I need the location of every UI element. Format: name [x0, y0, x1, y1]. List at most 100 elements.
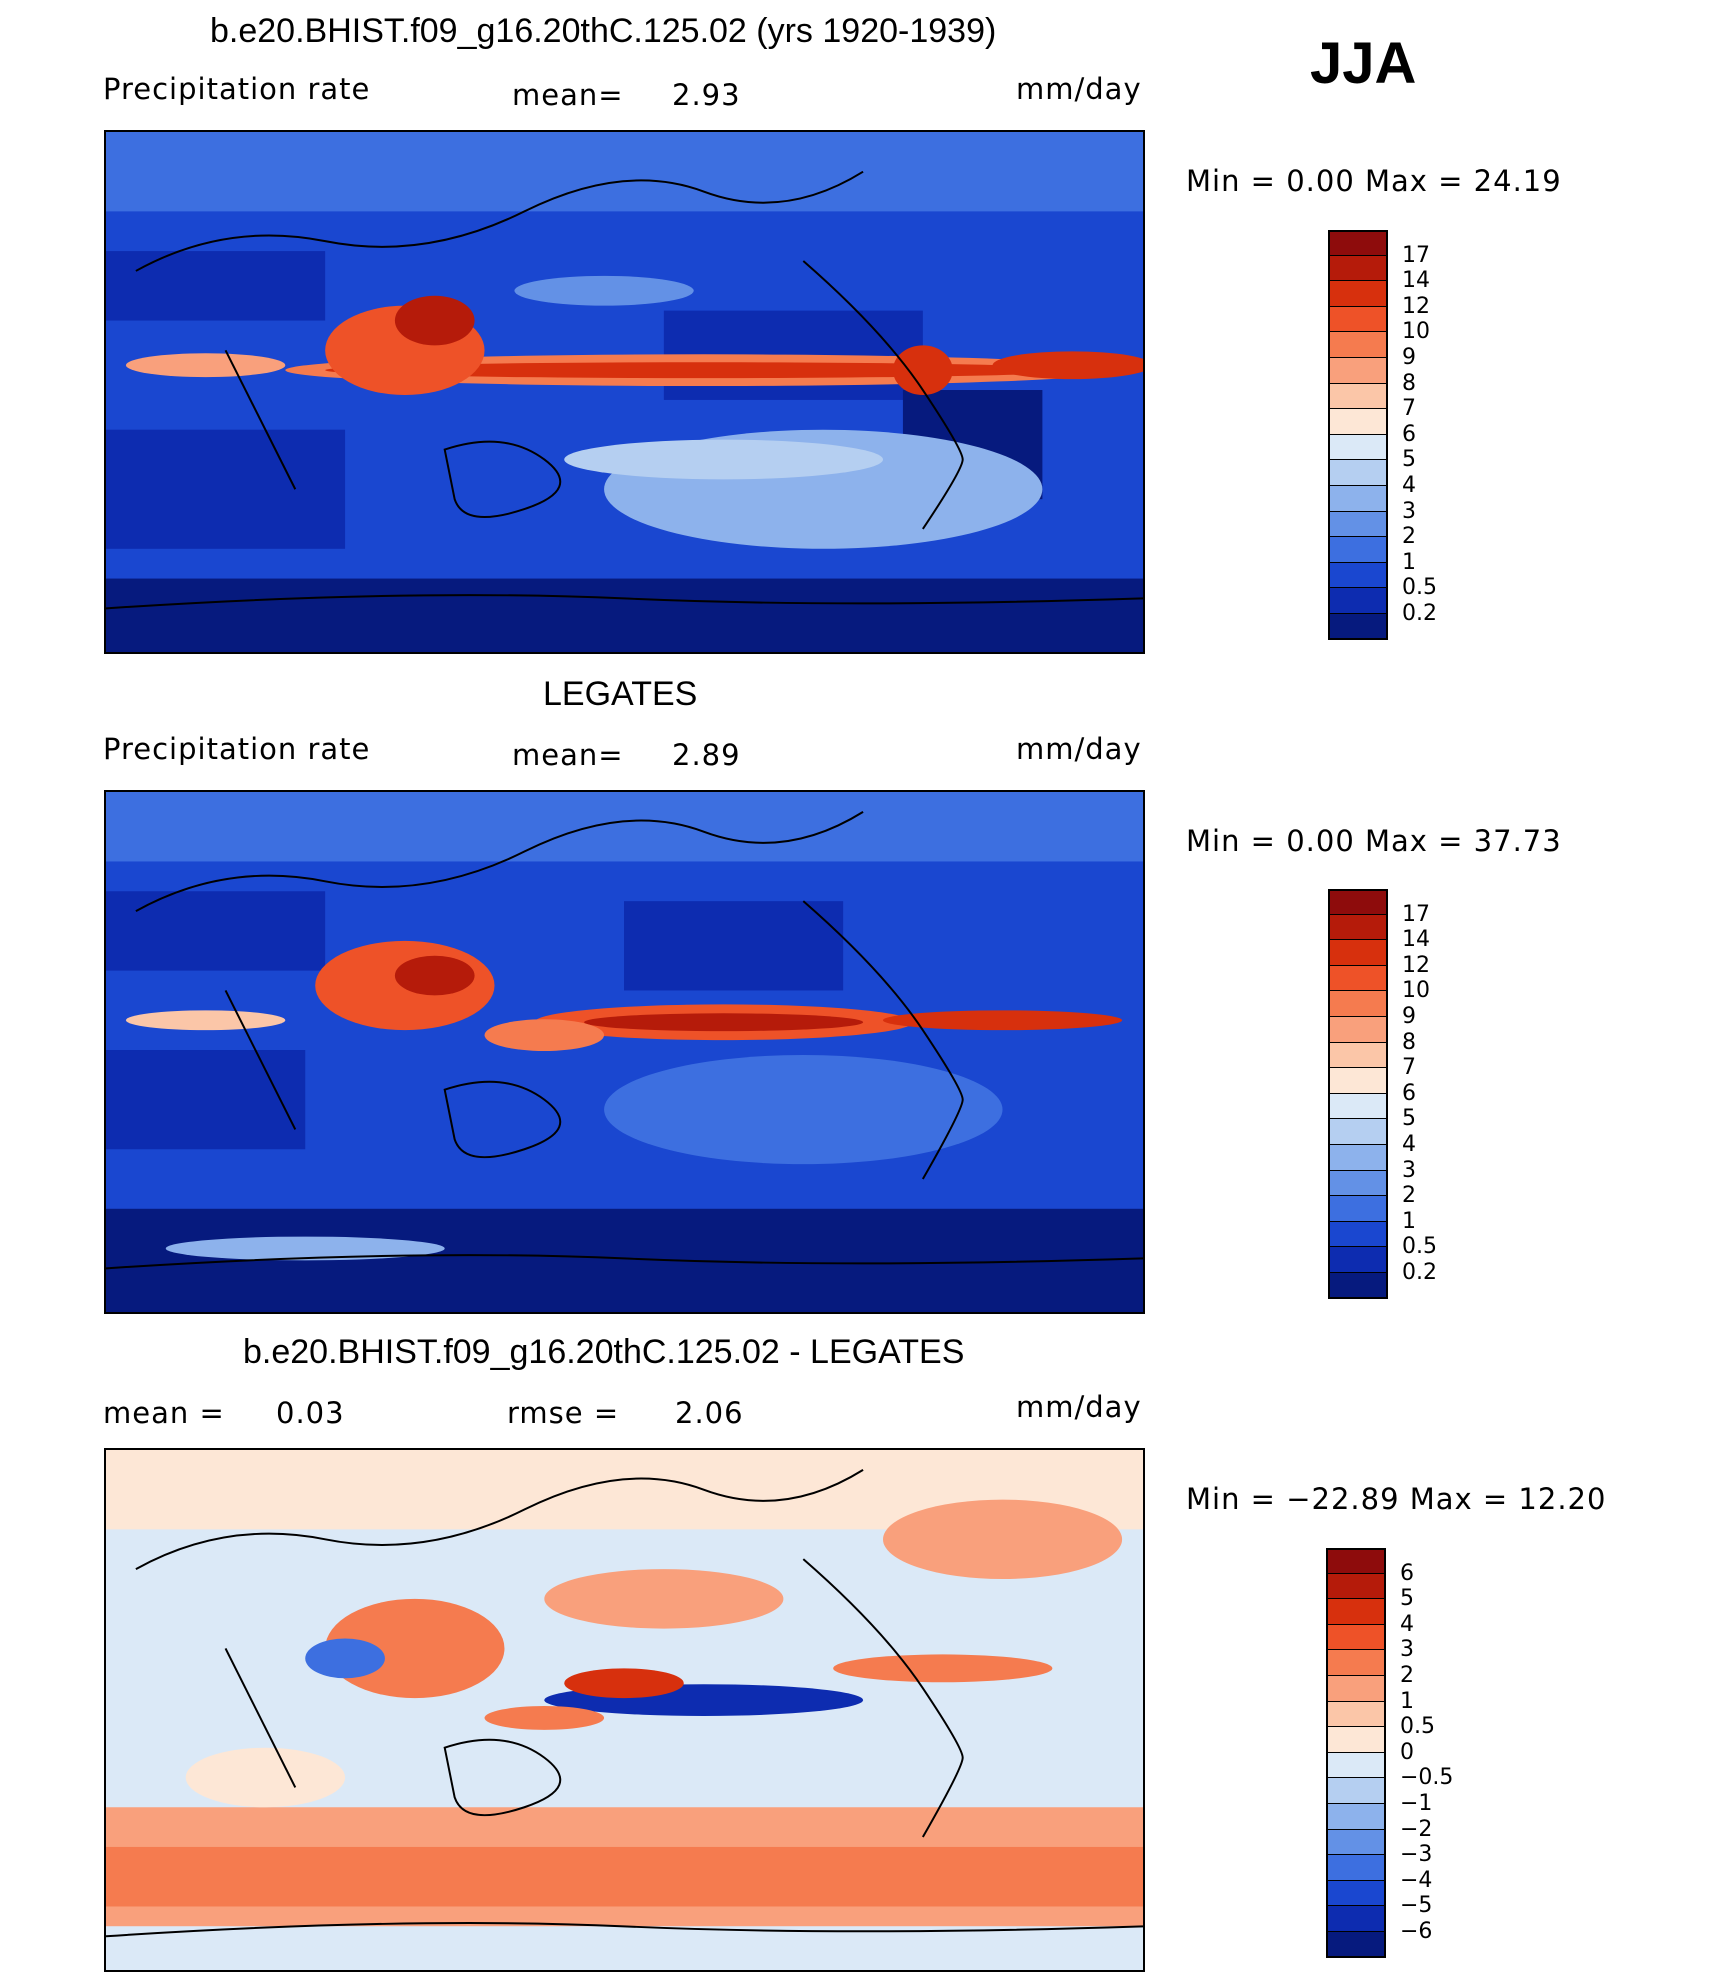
colorbar-tick-label: 12: [1402, 952, 1430, 978]
colorbar-swatch: [1328, 486, 1388, 512]
colorbar-tick-label: 0.5: [1402, 1234, 1437, 1260]
colorbar-swatch: [1326, 1932, 1386, 1958]
panel3-min-max: Min = −22.89 Max = 12.20: [1186, 1482, 1607, 1516]
colorbar-swatch: [1326, 1829, 1386, 1856]
colorbar-tick-label: 3: [1402, 1157, 1416, 1183]
colorbar-swatch: [1328, 332, 1388, 358]
panel3-rmse-value: 2.06: [675, 1396, 744, 1430]
season-label: JJA: [1310, 31, 1417, 96]
colorbar-swatch: [1328, 434, 1388, 461]
colorbar-tick-label: 0: [1400, 1739, 1414, 1765]
colorbar-tick-label: 0.2: [1402, 1260, 1437, 1285]
colorbar-tick-label: 6: [1400, 1560, 1414, 1586]
panel1-title: b.e20.BHIST.f09_g16.20thC.125.02 (yrs 19…: [210, 12, 997, 50]
colorbar-tick-label: 17: [1402, 242, 1430, 268]
colorbar-swatch: [1328, 965, 1388, 992]
colorbar-swatch: [1326, 1599, 1386, 1625]
colorbar-tick-label: 6: [1402, 1080, 1416, 1106]
colorbar-tick-label: 17: [1402, 901, 1430, 927]
colorbar-swatch: [1328, 409, 1388, 435]
colorbar-swatch: [1328, 1119, 1388, 1145]
colorbar-swatch: [1328, 460, 1388, 486]
colorbar-swatch: [1328, 511, 1388, 538]
panel3-mean-value: 0.03: [276, 1396, 345, 1430]
colorbar-swatch: [1328, 230, 1388, 256]
colorbar-swatch: [1328, 889, 1388, 915]
colorbar-tick-label: 1: [1402, 1208, 1416, 1234]
colorbar-swatch: [1328, 588, 1388, 614]
colorbar-tick-label: −1: [1400, 1791, 1433, 1816]
colorbar-swatch: [1326, 1752, 1386, 1779]
colorbar-tick-label: 10: [1402, 319, 1430, 345]
colorbar-swatch: [1326, 1727, 1386, 1753]
panel1-mean-label: mean=: [512, 78, 624, 112]
colorbar-swatch: [1328, 537, 1388, 563]
colorbar-swatch: [1328, 1042, 1388, 1069]
panel2-title: LEGATES: [543, 675, 698, 713]
colorbar-swatch: [1328, 383, 1388, 410]
colorbar-tick-label: 2: [1402, 524, 1416, 550]
colorbar-tick-label: 10: [1402, 978, 1430, 1004]
colorbar-frame: [1328, 230, 1388, 640]
colorbar-swatch: [1326, 1573, 1386, 1600]
panel3-rmse-label: rmse =: [507, 1396, 620, 1430]
colorbar-tick-label: 12: [1402, 293, 1430, 319]
panel2-units: mm/day: [1016, 732, 1142, 766]
colorbar-tick-label: −3: [1400, 1842, 1433, 1868]
colorbar-swatch: [1328, 1221, 1388, 1248]
colorbar-swatch: [1328, 614, 1388, 640]
colorbar-tick-label: 0.2: [1402, 601, 1437, 626]
colorbar-tick-label: 9: [1402, 1004, 1416, 1029]
colorbar-swatch: [1326, 1778, 1386, 1804]
colorbar-swatch: [1328, 1068, 1388, 1094]
colorbar-tick-label: 0.5: [1400, 1714, 1435, 1740]
colorbar-swatch: [1326, 1880, 1386, 1907]
colorbar-tick-label: 6: [1402, 421, 1416, 447]
colorbar-swatch: [1328, 914, 1388, 941]
panel3-mean-label: mean =: [103, 1396, 225, 1430]
colorbar-swatch: [1328, 255, 1388, 282]
colorbar-swatch: [1328, 562, 1388, 589]
panel3-title: b.e20.BHIST.f09_g16.20thC.125.02 - LEGAT…: [243, 1333, 965, 1371]
colorbar-swatch: [1328, 1247, 1388, 1273]
colorbar-tick-label: 8: [1402, 1029, 1416, 1055]
colorbar-swatch: [1326, 1804, 1386, 1830]
colorbar-tick-label: 4: [1402, 1132, 1416, 1157]
colorbar-tick-label: 14: [1402, 268, 1430, 294]
colorbar-swatch: [1326, 1906, 1386, 1932]
panel1-mean-value: 2.93: [672, 78, 741, 112]
panel1-units: mm/day: [1016, 72, 1142, 106]
colorbar-tick-label: −6: [1400, 1919, 1433, 1944]
colorbar-frame: [1328, 889, 1388, 1299]
colorbar-swatch: [1328, 1170, 1388, 1197]
colorbar-tick-label: 5: [1402, 1106, 1416, 1132]
colorbar-tick-label: 9: [1402, 345, 1416, 370]
colorbar-swatch: [1328, 1093, 1388, 1120]
colorbar-tick-label: 5: [1402, 447, 1416, 473]
panel2-mean-label: mean=: [512, 738, 624, 772]
panel2-min-max: Min = 0.00 Max = 37.73: [1186, 824, 1562, 858]
colorbar-swatch: [1326, 1855, 1386, 1881]
colorbar-tick-label: 1: [1400, 1688, 1414, 1714]
colorbar-swatch: [1328, 358, 1388, 384]
colorbar-tick-label: 4: [1400, 1611, 1414, 1637]
colorbar-swatch: [1328, 991, 1388, 1017]
colorbar-swatch: [1326, 1701, 1386, 1728]
panel1-map: [104, 130, 1145, 654]
panel1-variable-label: Precipitation rate: [103, 72, 371, 106]
panel2-map: [104, 790, 1145, 1314]
colorbar-swatch: [1328, 1196, 1388, 1222]
panel3-map: [104, 1448, 1145, 1972]
colorbar-frame: [1326, 1548, 1386, 1958]
colorbar-tick-label: 1: [1402, 549, 1416, 575]
colorbar-tick-label: −5: [1400, 1893, 1433, 1919]
panel1-min-max: Min = 0.00 Max = 24.19: [1186, 164, 1562, 198]
colorbar-swatch: [1328, 1017, 1388, 1043]
colorbar-tick-label: 3: [1402, 498, 1416, 524]
colorbar-swatch: [1326, 1676, 1386, 1702]
colorbar-tick-label: 14: [1402, 927, 1430, 953]
colorbar-tick-label: 2: [1402, 1183, 1416, 1209]
colorbar-tick-label: 0.5: [1402, 575, 1437, 601]
colorbar-tick-label: −0.5: [1400, 1765, 1454, 1791]
colorbar-swatch: [1326, 1624, 1386, 1651]
